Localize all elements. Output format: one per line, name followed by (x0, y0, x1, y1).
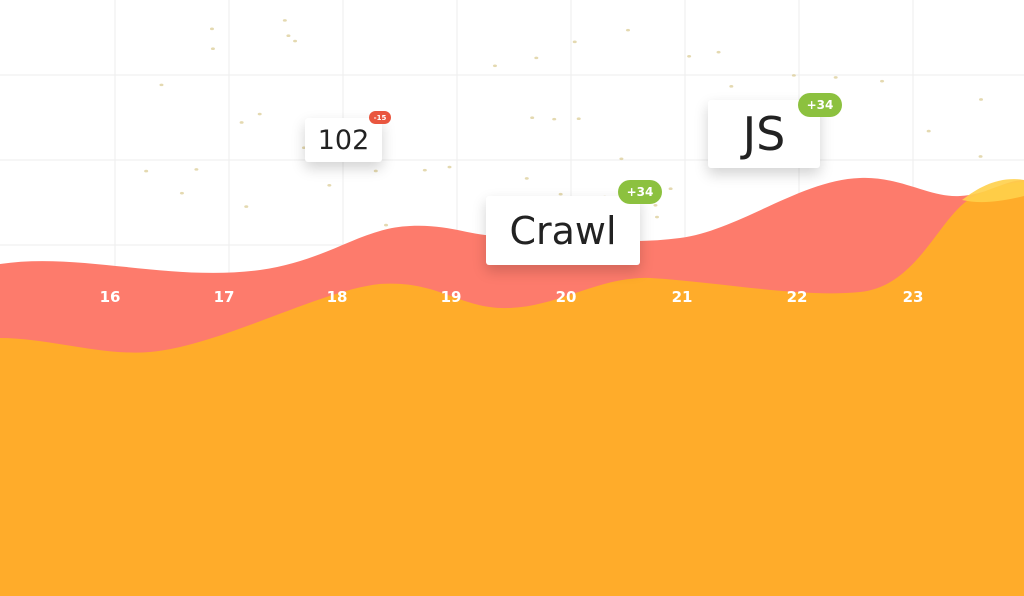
dot (530, 116, 535, 119)
badge: +34 (798, 93, 842, 117)
dot (625, 28, 630, 32)
dot (447, 165, 452, 169)
dot (194, 168, 199, 171)
badge: +34 (618, 180, 662, 204)
dot (239, 121, 244, 124)
axis-label: 22 (786, 288, 808, 306)
dot (979, 98, 984, 101)
dot (729, 85, 734, 88)
dot (282, 19, 287, 22)
dot (257, 112, 262, 116)
dot (572, 40, 577, 44)
card: Crawl (486, 196, 640, 265)
dot (492, 64, 497, 68)
dot (552, 117, 557, 121)
dot (144, 169, 149, 173)
dot (373, 169, 378, 173)
dot (293, 39, 298, 43)
dot (422, 168, 427, 172)
dot (880, 79, 885, 83)
axis-label: 21 (671, 288, 693, 306)
dot (791, 74, 796, 77)
dot (327, 183, 332, 187)
dot (534, 56, 539, 60)
dot (687, 54, 692, 58)
badge: -15 (369, 111, 391, 124)
card: JS (708, 100, 820, 168)
dot (576, 117, 581, 121)
dot (668, 187, 673, 191)
card: 102 (305, 118, 382, 162)
dot (179, 191, 184, 195)
dot (301, 146, 306, 149)
dot (159, 83, 164, 87)
dot (209, 27, 214, 31)
axis-label: 19 (440, 288, 462, 306)
axis-label: 18 (326, 288, 348, 306)
axis-label: 23 (902, 288, 924, 306)
dot (558, 192, 563, 196)
dot (716, 50, 721, 54)
axis-label: 20 (555, 288, 577, 306)
dot (926, 129, 931, 133)
dot (286, 34, 291, 38)
dot (833, 76, 838, 79)
dot (384, 223, 389, 227)
dot (619, 157, 624, 161)
orange-area (0, 182, 1024, 596)
dot (978, 155, 983, 158)
axis-label: 17 (213, 288, 235, 306)
dot (210, 47, 215, 51)
dot (653, 203, 658, 207)
dot (524, 177, 529, 180)
yellow-blob (962, 179, 1024, 203)
dot (654, 215, 659, 219)
axis-label: 16 (99, 288, 121, 306)
dot (244, 205, 249, 208)
